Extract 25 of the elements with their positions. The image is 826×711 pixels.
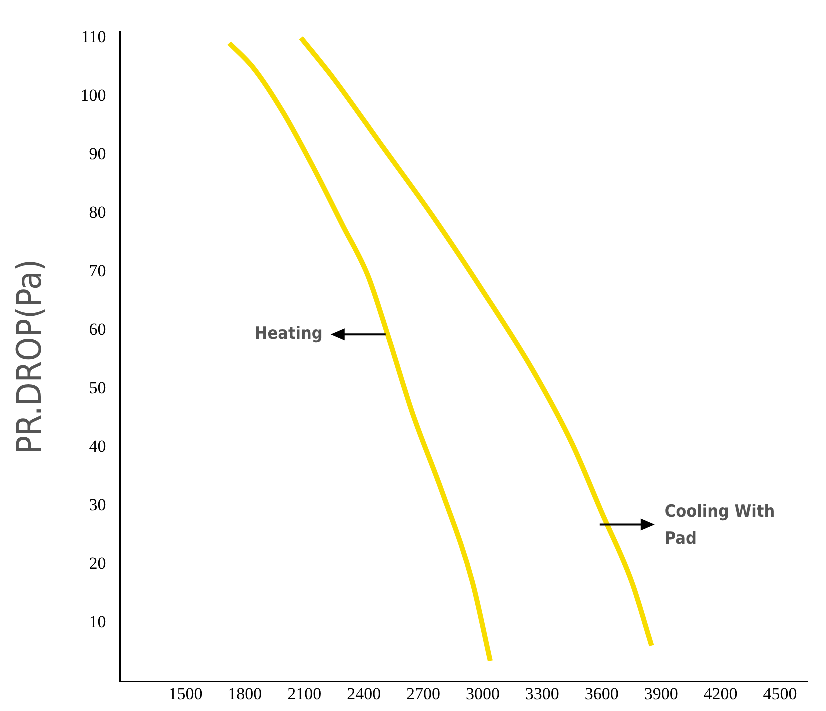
y-tick-label: 70 — [89, 262, 106, 281]
x-tick-label: 3600 — [584, 684, 619, 704]
y-tick-label: 100 — [80, 86, 106, 106]
x-tick-label: 4200 — [704, 684, 738, 704]
x-tick-label: 2100 — [288, 684, 322, 704]
x-tick-label: 1800 — [228, 684, 262, 704]
x-tick-label: 2400 — [347, 684, 382, 704]
y-tick-label: 110 — [81, 28, 106, 47]
x-tick-label: 3300 — [525, 684, 560, 704]
y-tick-label: 10 — [89, 612, 106, 632]
x-tick-label: 1500 — [168, 684, 203, 704]
x-tick-label: 2700 — [406, 684, 441, 704]
x-tick-label: 3000 — [466, 684, 500, 704]
x-tick-label: 3900 — [644, 684, 678, 704]
y-axis-title: PR.DROP(Pa) — [10, 259, 50, 454]
y-tick-label: 80 — [89, 203, 106, 222]
y-tick-label: 60 — [89, 320, 106, 340]
annotation: Heating — [254, 324, 323, 344]
y-tick-label: 90 — [89, 144, 106, 164]
y-tick-label: 30 — [89, 496, 106, 515]
y-tick-label: 40 — [89, 437, 106, 456]
y-tick-label: 20 — [89, 554, 106, 574]
annotation: Cooling With Pad — [664, 502, 776, 550]
y-tick-label: 50 — [89, 378, 106, 398]
x-tick-label: 4500 — [763, 684, 798, 704]
